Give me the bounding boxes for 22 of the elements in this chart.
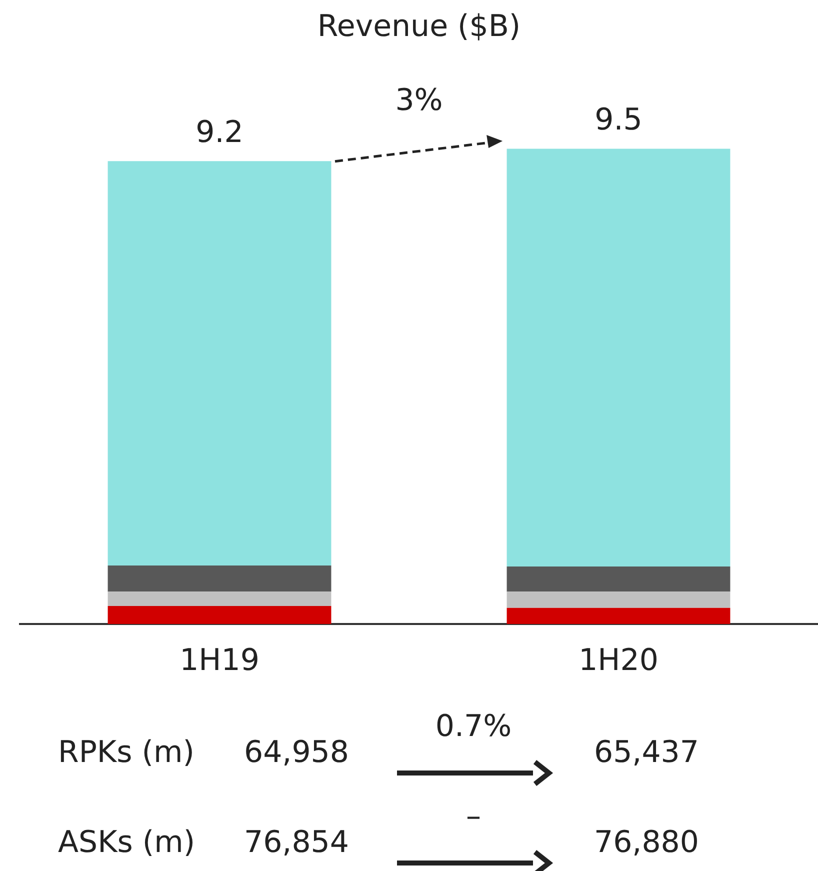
bar: [506, 592, 730, 608]
annotation: 9.5: [594, 102, 642, 138]
text: 0.7%: [434, 709, 513, 745]
text: RPKs (m): [58, 735, 194, 771]
annotation: 9.2: [196, 114, 244, 150]
text: 76,854: [244, 825, 349, 861]
bar: [506, 608, 730, 624]
x-tick-label: 1H19: [180, 642, 260, 678]
text: 76,880: [594, 825, 699, 861]
x-tick-label: 1H20: [578, 642, 658, 678]
text: –: [465, 799, 482, 835]
chart-title: Revenue ($B): [317, 8, 521, 44]
text: 64,958: [244, 735, 349, 771]
text: 65,437: [594, 735, 699, 771]
bar: [108, 592, 332, 606]
bar: [108, 161, 332, 566]
text: 3%: [394, 82, 444, 119]
bar: [108, 566, 332, 592]
bar: [108, 606, 332, 624]
bar: [506, 566, 730, 592]
bar: [506, 148, 730, 566]
text: ASKs (m): [58, 825, 196, 861]
